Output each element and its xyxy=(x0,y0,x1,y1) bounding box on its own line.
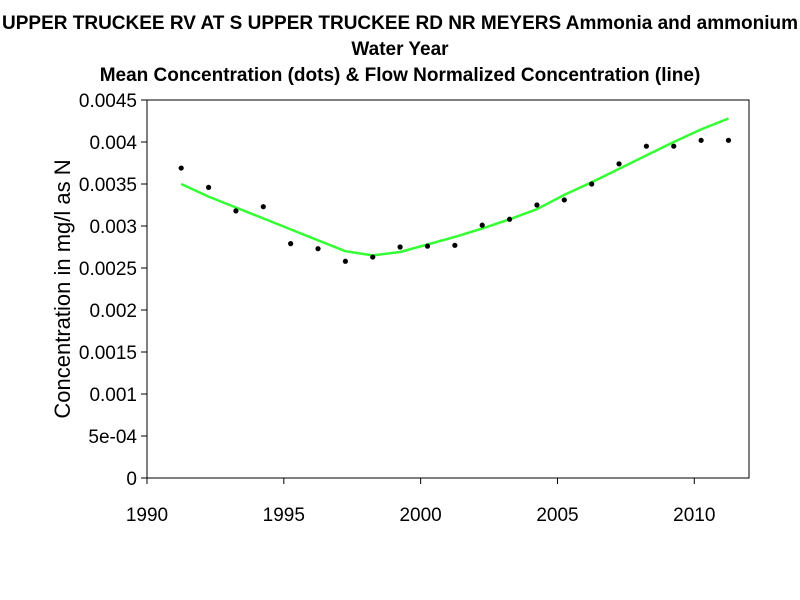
mean-concentration-point xyxy=(260,204,266,210)
y-tick-label: 0.0025 xyxy=(79,259,137,280)
mean-concentration-point xyxy=(534,202,540,208)
plot-frame xyxy=(146,99,750,479)
x-tick-label: 1990 xyxy=(126,505,168,526)
y-tick-label: 0.002 xyxy=(89,301,137,322)
mean-concentration-point xyxy=(589,181,595,187)
chart-title: UPPER TRUCKEE RV AT S UPPER TRUCKEE RD N… xyxy=(2,13,798,34)
x-tick-label: 1995 xyxy=(263,505,305,526)
y-tick-label: 0 xyxy=(126,469,137,490)
chart-subtitle-1: Water Year xyxy=(351,39,449,60)
y-tick-label: 0.003 xyxy=(89,217,137,238)
y-axis: 0 5e-04 0.001 0.0015 0.002 0.0025 0.003 0.0035 0… xyxy=(79,91,147,490)
mean-concentration-point xyxy=(561,197,567,203)
x-tick-label: 2005 xyxy=(536,505,578,526)
chart-subtitle-2: Mean Concentration (dots) & Flow Normali… xyxy=(99,65,701,86)
mean-concentration-point xyxy=(725,137,732,143)
mean-concentration-point xyxy=(616,161,622,167)
mean-concentration-point xyxy=(698,137,704,143)
y-tick-label: 0.0045 xyxy=(79,91,137,112)
mean-concentration-point xyxy=(506,216,513,222)
mean-concentration-point xyxy=(643,143,649,149)
mean-concentration-point xyxy=(342,258,348,264)
mean-concentration-point xyxy=(233,208,239,214)
y-tick-label: 5e-04 xyxy=(88,427,137,448)
mean-concentration-point xyxy=(479,222,485,228)
mean-concentration-point xyxy=(288,241,294,247)
y-tick-label: 0.0035 xyxy=(79,175,137,196)
mean-concentration-point xyxy=(315,246,321,252)
mean-concentration-point xyxy=(424,243,431,249)
y-tick-label: 0.004 xyxy=(89,133,137,154)
mean-concentration-point xyxy=(671,143,677,149)
plot-marks xyxy=(178,117,732,264)
x-tick-label: 2000 xyxy=(399,505,441,526)
flow-normalized-line xyxy=(180,117,729,257)
mean-concentration-point xyxy=(397,244,403,250)
y-axis-label: Concentration in mg/l as N xyxy=(50,159,75,418)
x-axis: 1990 1995 2000 2005 2010 xyxy=(126,478,715,526)
mean-concentration-point xyxy=(370,254,376,260)
mean-concentration-point xyxy=(178,165,184,171)
mean-concentration-point xyxy=(205,184,212,190)
y-tick-label: 0.001 xyxy=(89,385,137,406)
mean-concentration-point xyxy=(452,242,458,248)
y-tick-label: 0.0015 xyxy=(79,343,137,364)
x-tick-label: 2010 xyxy=(673,505,715,526)
